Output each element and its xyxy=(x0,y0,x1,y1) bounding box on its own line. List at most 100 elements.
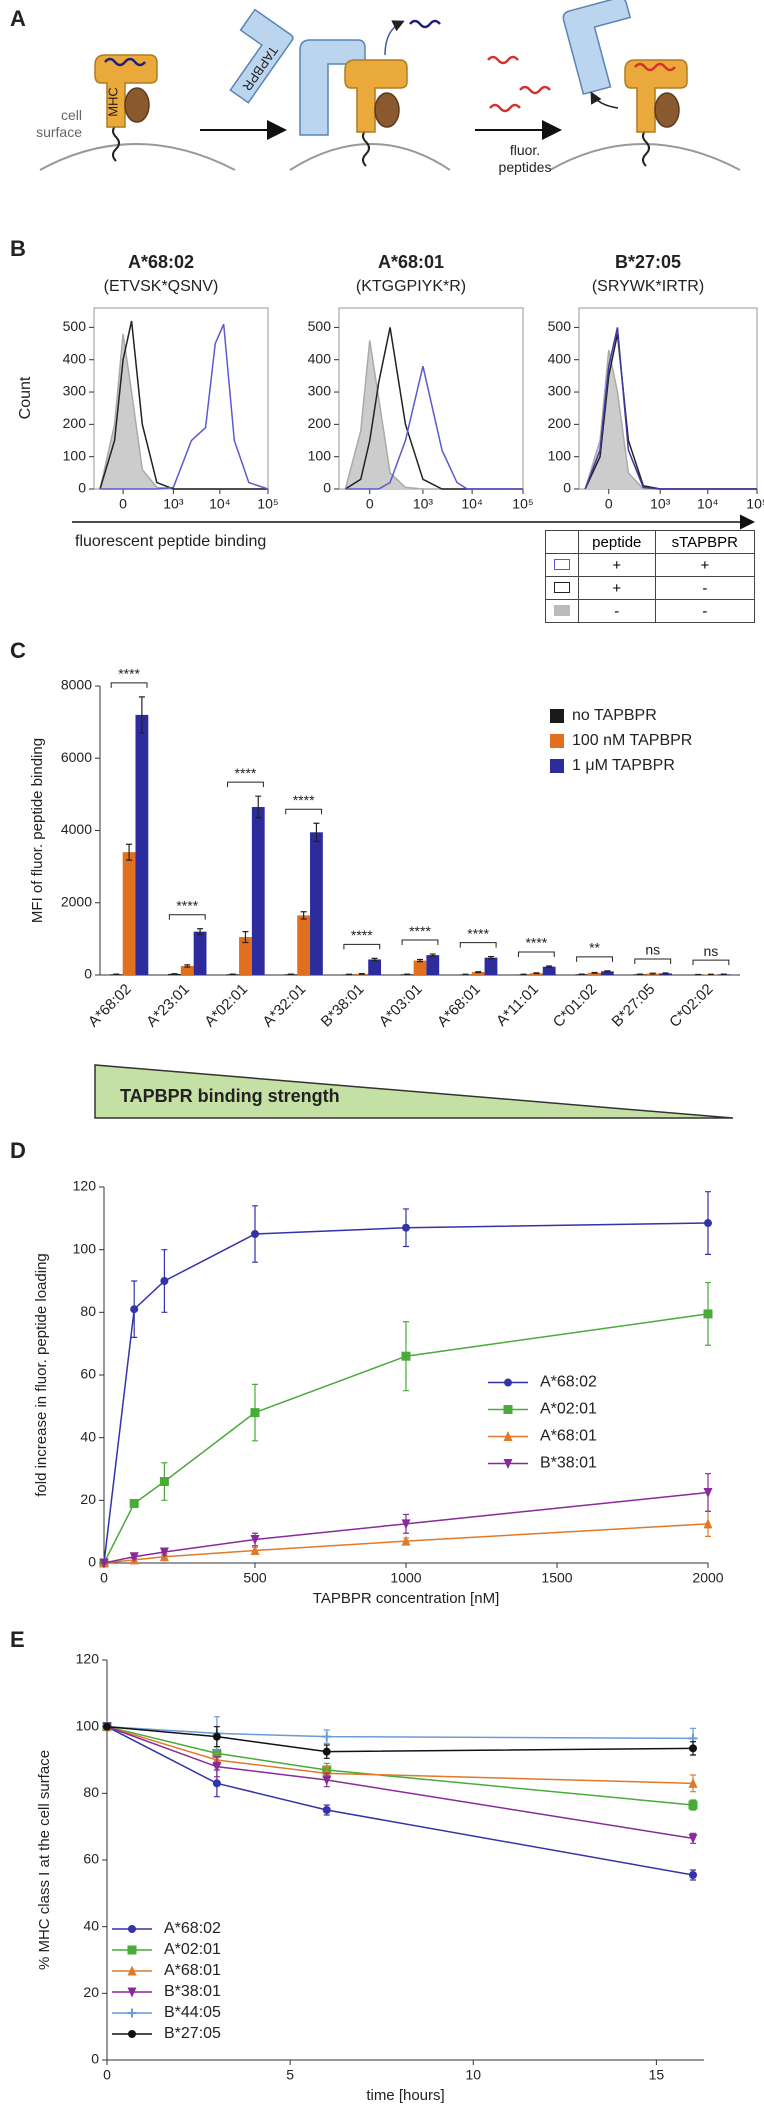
y-tick-label: 200 xyxy=(548,415,572,431)
swatch xyxy=(553,581,570,593)
chart-title: A*68:01 xyxy=(378,252,444,272)
error-bar xyxy=(371,957,378,962)
y-tick-label: 100 xyxy=(76,1717,100,1733)
y-tick-label: 500 xyxy=(63,318,87,334)
significance-bracket xyxy=(285,808,323,815)
x-tick-label: 0 xyxy=(119,496,127,512)
x-tick-label: 500 xyxy=(243,1570,267,1586)
y-tick-label: 300 xyxy=(63,383,87,399)
marker xyxy=(127,1965,137,1976)
bar xyxy=(297,915,311,975)
marker xyxy=(128,1925,136,1933)
marker xyxy=(504,1378,512,1387)
peptide xyxy=(519,85,551,95)
marker xyxy=(251,1230,259,1238)
cell xyxy=(545,576,579,600)
panel-label: D xyxy=(10,1138,26,1163)
y-tick-label: 120 xyxy=(76,1651,100,1667)
header-cell: peptide xyxy=(577,530,656,554)
strength-triangle xyxy=(94,1064,734,1119)
y-axis-label: fold increase in fluor. peptide loading xyxy=(33,1253,50,1497)
y-tick-label: 500 xyxy=(308,318,332,334)
legend-label: A*02:01 xyxy=(164,1941,221,1958)
legend-label: A*68:01 xyxy=(540,1428,597,1445)
panel-label: C xyxy=(10,638,26,663)
x-tick-label: 15 xyxy=(649,2067,665,2083)
legend-label: no TAPBPR xyxy=(572,707,657,724)
error-bar xyxy=(197,928,204,936)
marker xyxy=(401,1519,411,1530)
cell xyxy=(545,530,579,554)
significance-bracket xyxy=(634,958,672,965)
bar xyxy=(484,957,498,975)
y-tick-label: 500 xyxy=(548,318,572,334)
y-tick-label: 6000 xyxy=(61,749,92,765)
y-tick-label: 8000 xyxy=(61,677,92,693)
membrane xyxy=(289,143,451,171)
peptide xyxy=(104,57,146,67)
x-tick-label: A*02:01 xyxy=(201,981,251,1031)
series-line xyxy=(345,366,523,490)
significance-label: **** xyxy=(176,897,198,913)
series-line xyxy=(103,1491,709,1564)
membrane xyxy=(549,143,741,171)
bar xyxy=(588,972,601,975)
y-tick-label: 200 xyxy=(308,415,332,431)
y-tick-label: 40 xyxy=(80,1428,96,1444)
significance-label: **** xyxy=(525,935,547,951)
series-line xyxy=(106,1725,694,1840)
marker xyxy=(689,1744,698,1753)
y-axis-label: Count xyxy=(17,376,34,419)
series-line xyxy=(106,1725,694,1806)
y-tick-label: 400 xyxy=(548,350,572,366)
legend-label: A*68:02 xyxy=(540,1374,597,1391)
panel-label: E xyxy=(10,1627,25,1652)
error-bar xyxy=(184,964,191,968)
series-line xyxy=(100,323,269,490)
y-tick-label: 0 xyxy=(88,1554,96,1570)
y-tick-label: 200 xyxy=(63,415,87,431)
marker xyxy=(688,1833,698,1844)
marker xyxy=(129,1498,139,1508)
x-tick-label: A*32:01 xyxy=(259,981,309,1031)
error-bar xyxy=(300,911,307,920)
x-tick-label: 10³ xyxy=(413,496,434,512)
bar xyxy=(413,960,427,975)
marker xyxy=(503,1431,513,1442)
y-tick-label: 20 xyxy=(83,1984,99,2000)
swatch xyxy=(553,604,570,616)
x-tick-label: 0 xyxy=(100,1570,108,1586)
series-line xyxy=(103,1523,709,1564)
significance-label: ns xyxy=(704,943,719,959)
y-tick-label: 2000 xyxy=(61,893,92,909)
significance-label: ns xyxy=(645,942,660,958)
x-tick-label: 1000 xyxy=(390,1570,421,1586)
x-tick-label: 10⁵ xyxy=(512,496,533,512)
marker xyxy=(322,1732,332,1742)
marker xyxy=(322,1747,331,1756)
cell: + xyxy=(577,553,656,577)
x-tick-label: A*68:01 xyxy=(434,981,484,1031)
tapbpr: TAPBPR xyxy=(229,8,294,104)
x-tick-label: 10⁴ xyxy=(697,496,719,512)
y-tick-label: 20 xyxy=(80,1491,96,1507)
error-bar xyxy=(533,972,540,975)
arrow xyxy=(384,20,405,56)
marker xyxy=(159,1547,169,1558)
marker xyxy=(250,1535,260,1545)
significance-label: **** xyxy=(351,927,373,943)
significance-bracket xyxy=(459,942,497,948)
legend-label: A*68:01 xyxy=(164,1962,221,1979)
x-tick-label: 10⁴ xyxy=(209,496,231,512)
peptide xyxy=(634,62,676,72)
marker xyxy=(159,1477,169,1487)
membrane xyxy=(39,143,236,171)
x-axis-label: time [hours] xyxy=(366,2087,444,2104)
marker xyxy=(322,1775,332,1786)
marker xyxy=(129,1552,139,1563)
bar xyxy=(122,852,136,975)
x-tick-label: 5 xyxy=(286,2067,294,2083)
marker xyxy=(99,1558,109,1569)
